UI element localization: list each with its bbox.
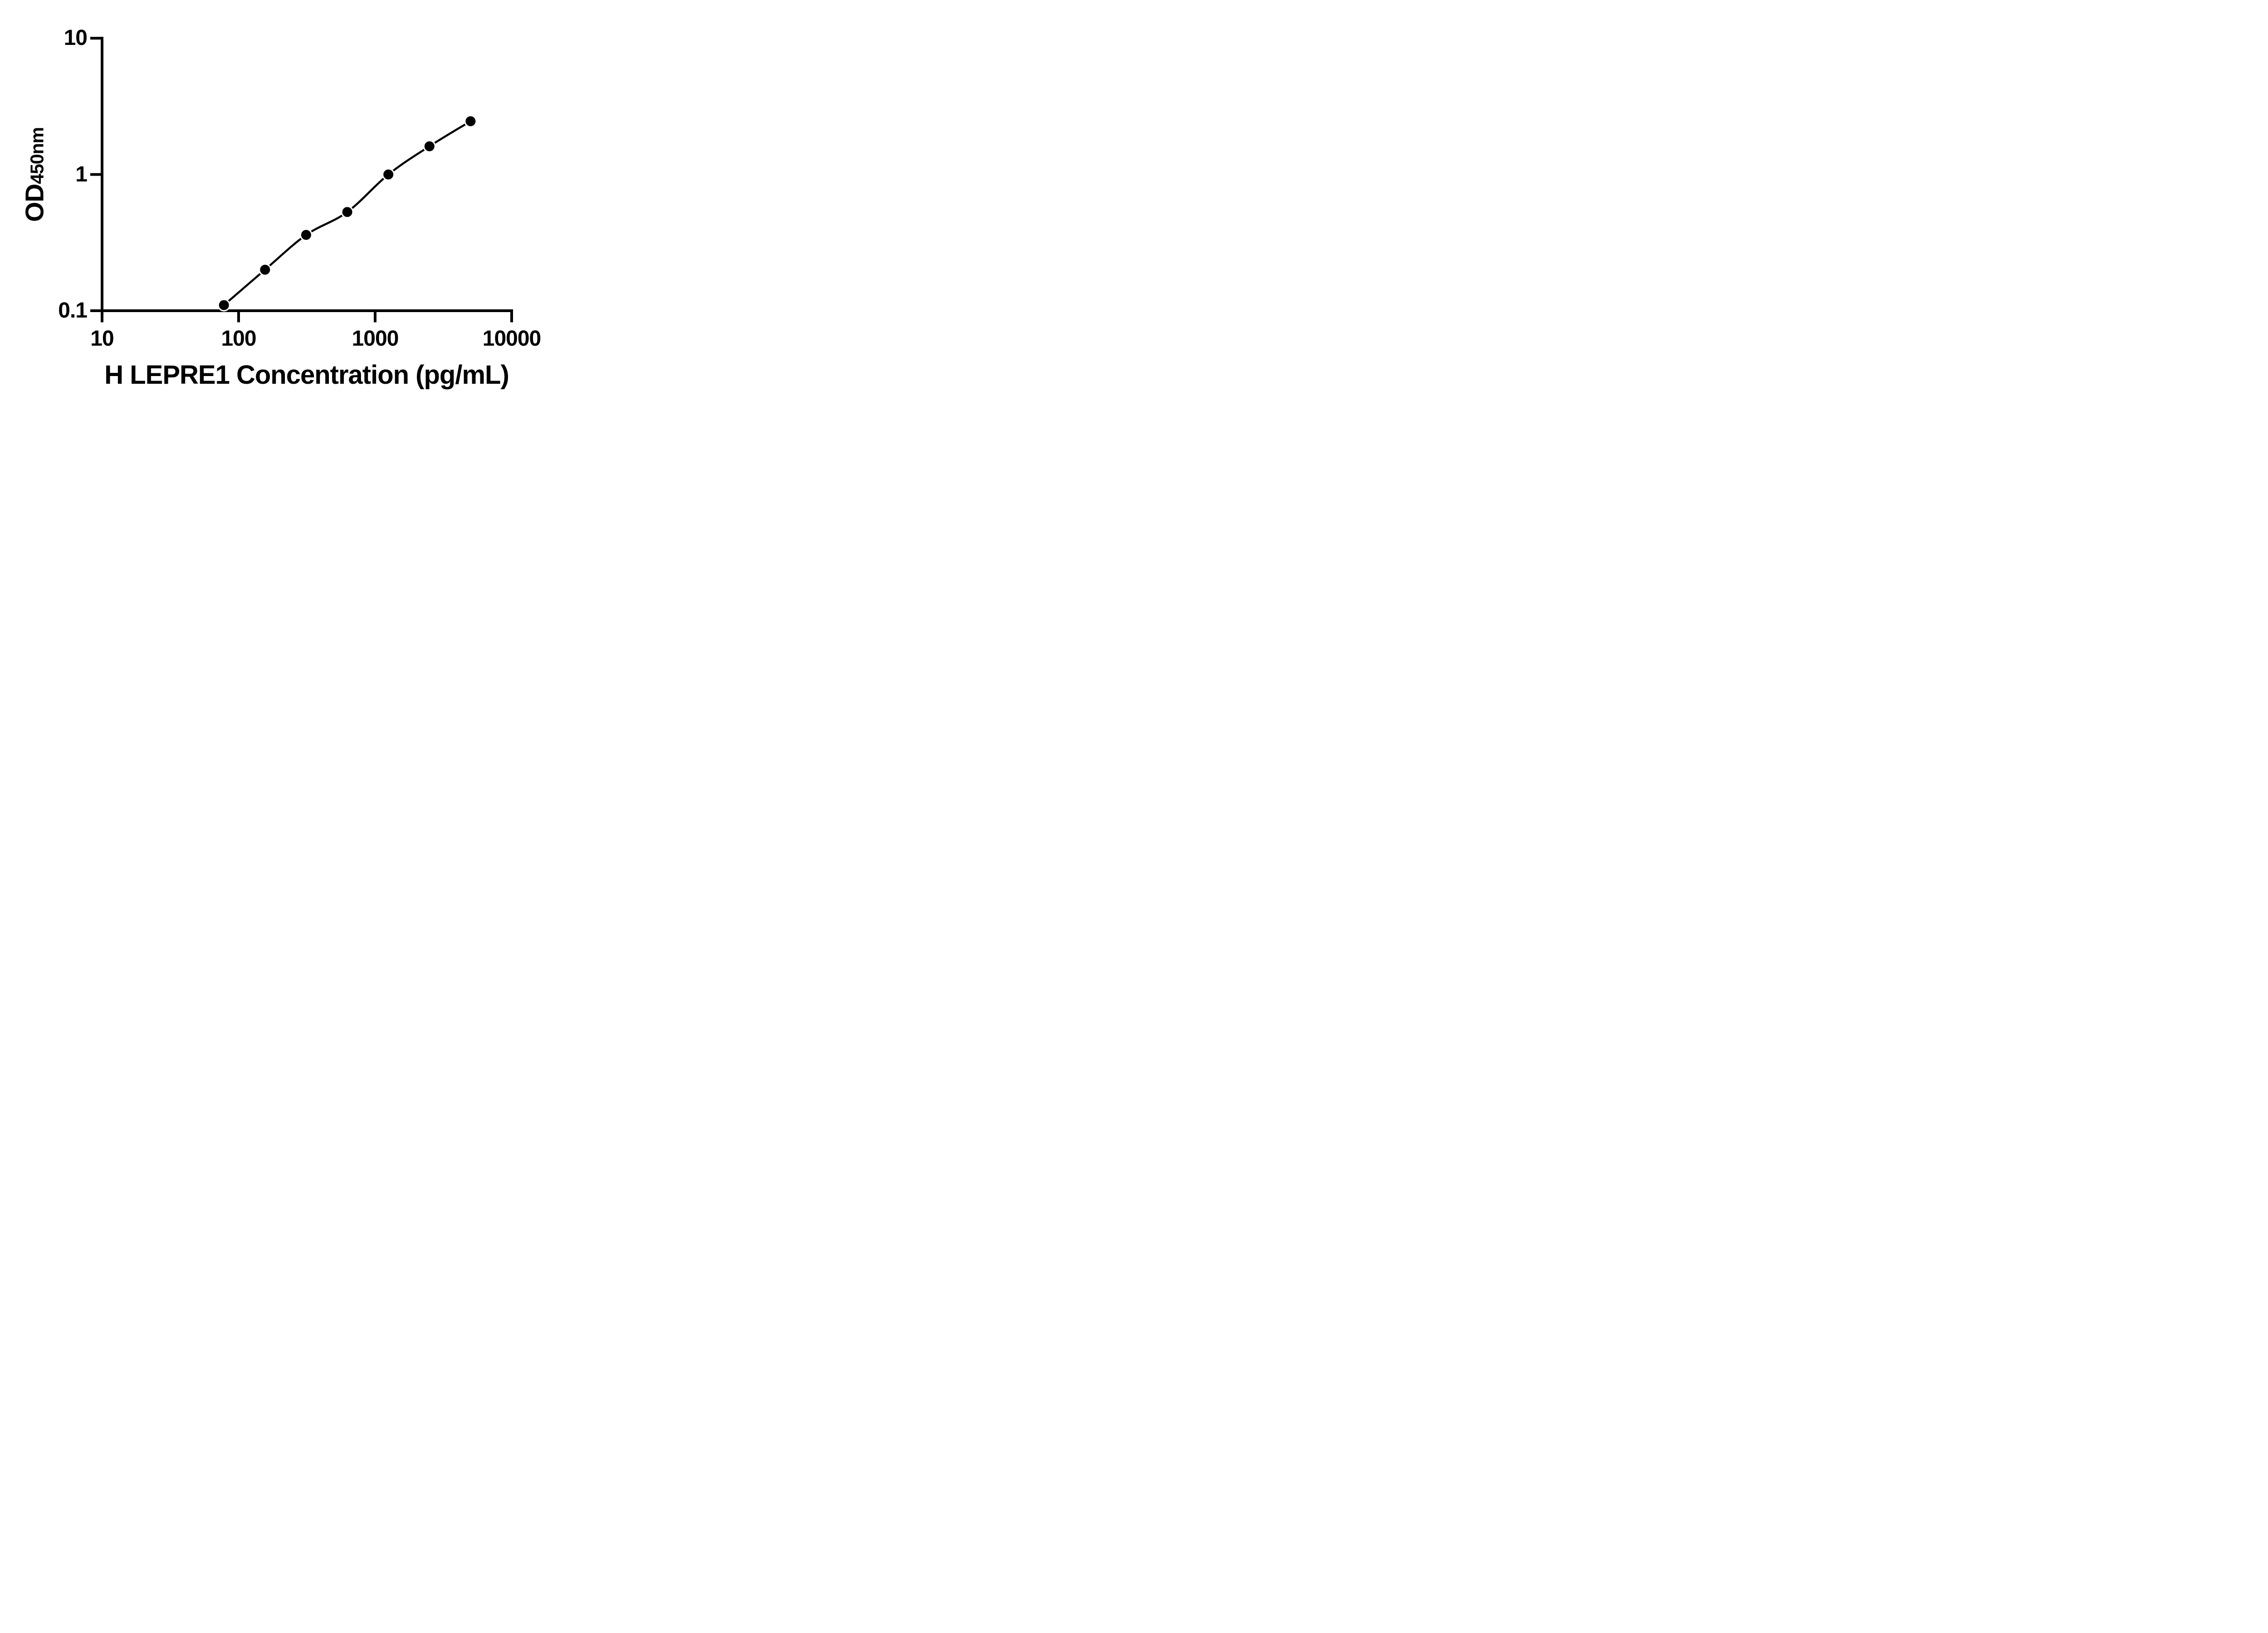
data-point-marker (464, 115, 477, 128)
data-point-marker (382, 168, 395, 181)
data-point-marker (217, 298, 230, 312)
data-point-marker (259, 263, 272, 276)
data-point-marker (299, 228, 313, 241)
data-point-marker (341, 205, 354, 219)
standard-curve-figure: H LEPRE1 Concentration (pg/mL) OD450nm 1… (0, 0, 572, 408)
plot-area (90, 37, 513, 323)
y-tick-label: 1 (75, 162, 88, 186)
y-tick-label: 0.1 (58, 298, 88, 323)
x-tick-label: 10 (90, 327, 114, 351)
y-axis-title-main: OD (20, 184, 49, 222)
data-point-marker (423, 140, 436, 153)
x-tick-label: 1000 (352, 327, 399, 351)
y-axis-title: OD450nm (20, 127, 49, 222)
x-axis-title: H LEPRE1 Concentration (pg/mL) (104, 360, 509, 390)
y-tick-label: 10 (64, 26, 88, 50)
x-tick-label: 10000 (482, 327, 541, 351)
y-axis-title-wavelength: 450nm (26, 127, 48, 184)
x-tick-label: 100 (221, 327, 256, 351)
